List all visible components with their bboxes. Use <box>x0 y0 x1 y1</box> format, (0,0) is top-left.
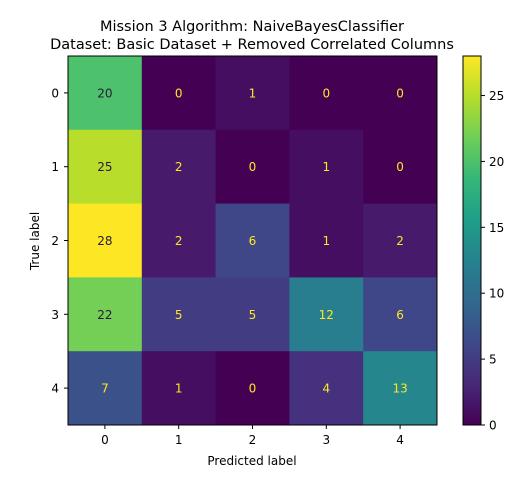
cell-value-label: 28 <box>97 234 112 248</box>
x-axis-ticks: 0 1 2 3 4 <box>101 425 404 447</box>
cell-value-label: 6 <box>396 308 404 322</box>
cell-value-label: 25 <box>97 160 112 174</box>
heatmap-cell <box>141 56 217 131</box>
x-tick-label: 2 <box>249 433 257 447</box>
heatmap-cell <box>363 56 438 131</box>
colorbar-ticks: 0 5 10 15 20 25 <box>481 89 504 433</box>
heatmap-cell <box>289 277 364 352</box>
cell-value-label: 2 <box>396 234 404 248</box>
chart-title-line2: Dataset: Basic Dataset + Removed Correla… <box>50 37 454 53</box>
heatmap-cell <box>289 351 364 426</box>
cell-value-label: 6 <box>249 234 257 248</box>
heatmap-cell <box>68 203 143 278</box>
heatmap-cell <box>141 277 217 352</box>
cell-value-label: 1 <box>175 382 183 396</box>
cell-value-label: 4 <box>322 382 330 396</box>
colorbar-tick-label: 15 <box>489 221 504 235</box>
heatmap-cell <box>289 56 364 131</box>
heatmap-cell <box>68 351 143 426</box>
y-tick-label: 2 <box>51 234 59 248</box>
heatmap-cell <box>141 129 217 205</box>
cell-value-label: 22 <box>97 308 112 322</box>
cell-value-label: 0 <box>249 382 257 396</box>
heatmap-cell <box>215 203 290 278</box>
y-axis-label: True label <box>28 212 42 271</box>
heatmap-cell <box>363 277 438 352</box>
heatmap-cell <box>141 351 217 426</box>
cell-value-label: 0 <box>396 86 404 100</box>
colorbar-tick-label: 25 <box>489 89 504 103</box>
colorbar-tick-label: 0 <box>489 419 497 433</box>
y-tick-label: 1 <box>51 160 59 174</box>
heatmap-cell <box>215 129 290 205</box>
colorbar-tick-label: 10 <box>489 287 504 301</box>
heatmap-cell <box>141 203 217 278</box>
cell-value-label: 0 <box>396 160 404 174</box>
heatmap-cell <box>215 351 290 426</box>
y-axis-ticks: 0 1 2 3 4 <box>51 86 68 396</box>
cell-value-label: 7 <box>101 382 109 396</box>
cell-value-label: 1 <box>322 234 330 248</box>
heatmap-cell <box>363 351 438 426</box>
x-tick-label: 0 <box>101 433 109 447</box>
y-tick-label: 3 <box>51 308 59 322</box>
y-tick-label: 4 <box>51 382 59 396</box>
cell-value-label: 1 <box>249 86 257 100</box>
cell-value-label: 0 <box>249 160 257 174</box>
cell-value-label: 0 <box>175 86 183 100</box>
cell-value-label: 1 <box>322 160 330 174</box>
y-tick-label: 0 <box>51 86 59 100</box>
heatmap-cell-labels: 20 0 1 0 025 2 0 1 028 2 6 1 222 5 5 12 67 1 0 4 13 <box>97 86 407 395</box>
chart-title-line1: Mission 3 Algorithm: NaiveBayesClassifie… <box>100 19 404 35</box>
x-tick-label: 3 <box>322 433 330 447</box>
heatmap-cell <box>363 129 438 205</box>
x-tick-label: 1 <box>175 433 183 447</box>
cell-value-label: 12 <box>319 308 334 322</box>
heatmap-cell <box>68 56 143 131</box>
cell-value-label: 13 <box>392 382 407 396</box>
cell-value-label: 2 <box>175 234 183 248</box>
x-axis-label: Predicted label <box>207 454 296 468</box>
cell-value-label: 20 <box>97 86 112 100</box>
heatmap-cell <box>215 56 290 131</box>
cell-value-label: 0 <box>322 86 330 100</box>
heatmap-cell <box>68 277 143 352</box>
x-tick-label: 4 <box>396 433 404 447</box>
heatmap-cell <box>363 203 438 278</box>
cell-value-label: 5 <box>249 308 257 322</box>
colorbar-tick-label: 5 <box>489 353 497 367</box>
colorbar-tick-label: 20 <box>489 155 504 169</box>
colorbar <box>462 55 482 426</box>
heatmap-cell <box>215 277 290 352</box>
heatmap-cell <box>289 129 364 205</box>
heatmap-cell <box>68 129 143 205</box>
cell-value-label: 2 <box>175 160 183 174</box>
heatmap-cells <box>68 56 438 426</box>
heatmap-cell <box>289 203 364 278</box>
cell-value-label: 5 <box>175 308 183 322</box>
